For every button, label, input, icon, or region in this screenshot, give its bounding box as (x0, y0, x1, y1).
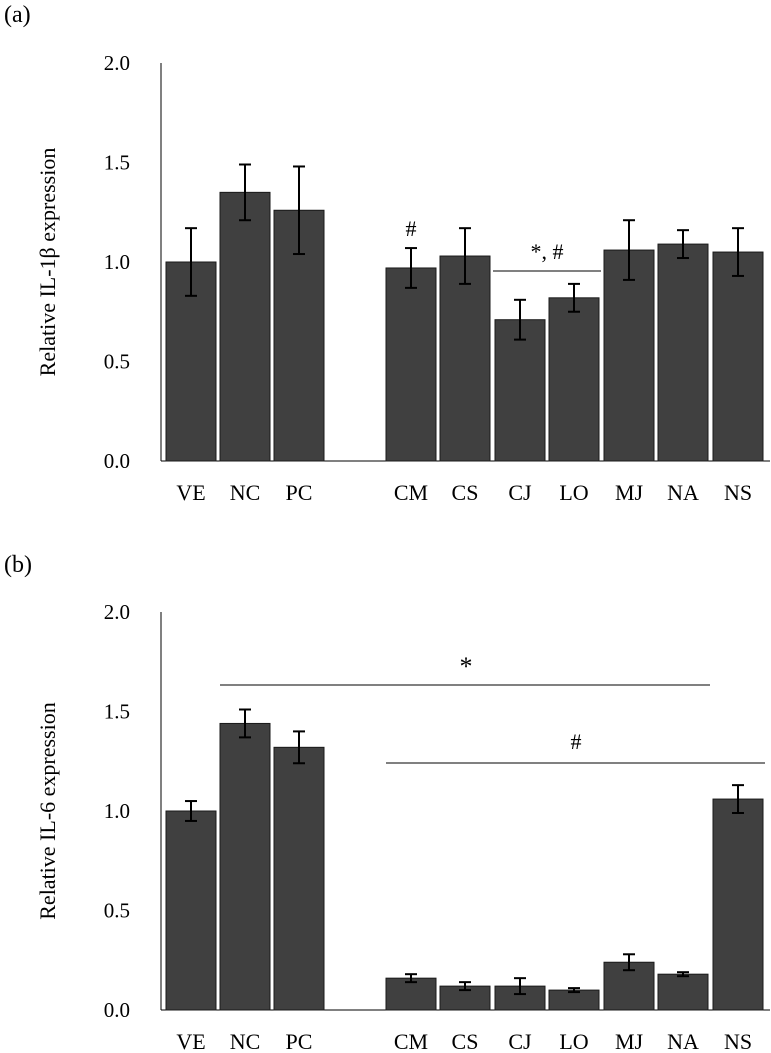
y-tick-label: 1.0 (104, 799, 130, 823)
annotation-star-hash: *, # (531, 239, 564, 264)
x-tick-label-cm: CM (394, 480, 428, 505)
x-tick-label-pc: PC (286, 1029, 313, 1053)
bar-ve (165, 810, 217, 1011)
annotation-hash: # (571, 729, 582, 754)
x-tick-label-na: NA (667, 1029, 699, 1053)
annotation-star: * (460, 652, 473, 681)
bar-cm (385, 977, 437, 1011)
x-tick-label-cj: CJ (508, 1029, 532, 1053)
bar-cs (439, 255, 491, 462)
y-axis-title: Relative IL-6 expression (35, 702, 60, 920)
y-tick-label: 0.0 (104, 998, 130, 1022)
bar-nc (219, 191, 271, 462)
x-tick-label-mj: MJ (615, 480, 644, 505)
y-tick-label: 2.0 (104, 600, 130, 624)
bar-pc (273, 746, 325, 1011)
bar-cj (494, 319, 546, 462)
x-tick-label-na: NA (667, 480, 699, 505)
y-tick-label: 0.5 (104, 350, 130, 374)
panel-label: (a) (4, 2, 31, 28)
x-tick-label-cm: CM (394, 1029, 428, 1053)
bar-cm (385, 267, 437, 462)
x-tick-label-ve: VE (176, 480, 205, 505)
x-tick-label-lo: LO (559, 1029, 588, 1053)
bar-na (657, 243, 709, 462)
x-tick-label-pc: PC (286, 480, 313, 505)
y-tick-label: 1.5 (104, 151, 130, 175)
panel-b: (b) Relative IL-6 expression 0.0 0.5 1.0 1.5 2… (4, 552, 770, 1053)
bar-lo (548, 297, 600, 462)
y-tick-label: 1.0 (104, 250, 130, 274)
bar-nc (219, 722, 271, 1011)
y-axis-title: Relative IL-1β expression (35, 148, 60, 377)
x-tick-label-cs: CS (452, 480, 479, 505)
x-tick-label-cj: CJ (508, 480, 532, 505)
y-tick-label: 1.5 (104, 700, 130, 724)
bar-ns (712, 798, 764, 1011)
bar-mj (603, 249, 655, 462)
y-tick-label: 0.0 (104, 449, 130, 473)
x-tick-label-ve: VE (176, 1029, 205, 1053)
y-tick-label: 2.0 (104, 51, 130, 75)
x-tick-label-nc: NC (230, 480, 261, 505)
panel-label: (b) (4, 552, 32, 578)
x-tick-label-mj: MJ (615, 1029, 644, 1053)
x-tick-label-cs: CS (452, 1029, 479, 1053)
panel-a: (a) Relative IL-1β expression 0.0 0.5 1.0 1.5… (4, 2, 770, 505)
annotation-hash: # (406, 216, 417, 241)
bar-na (657, 973, 709, 1011)
x-tick-label-ns: NS (724, 480, 752, 505)
bar-ns (712, 251, 764, 462)
x-tick-label-nc: NC (230, 1029, 261, 1053)
y-tick-label: 0.5 (104, 899, 130, 923)
x-tick-label-ns: NS (724, 1029, 752, 1053)
x-tick-label-lo: LO (559, 480, 588, 505)
